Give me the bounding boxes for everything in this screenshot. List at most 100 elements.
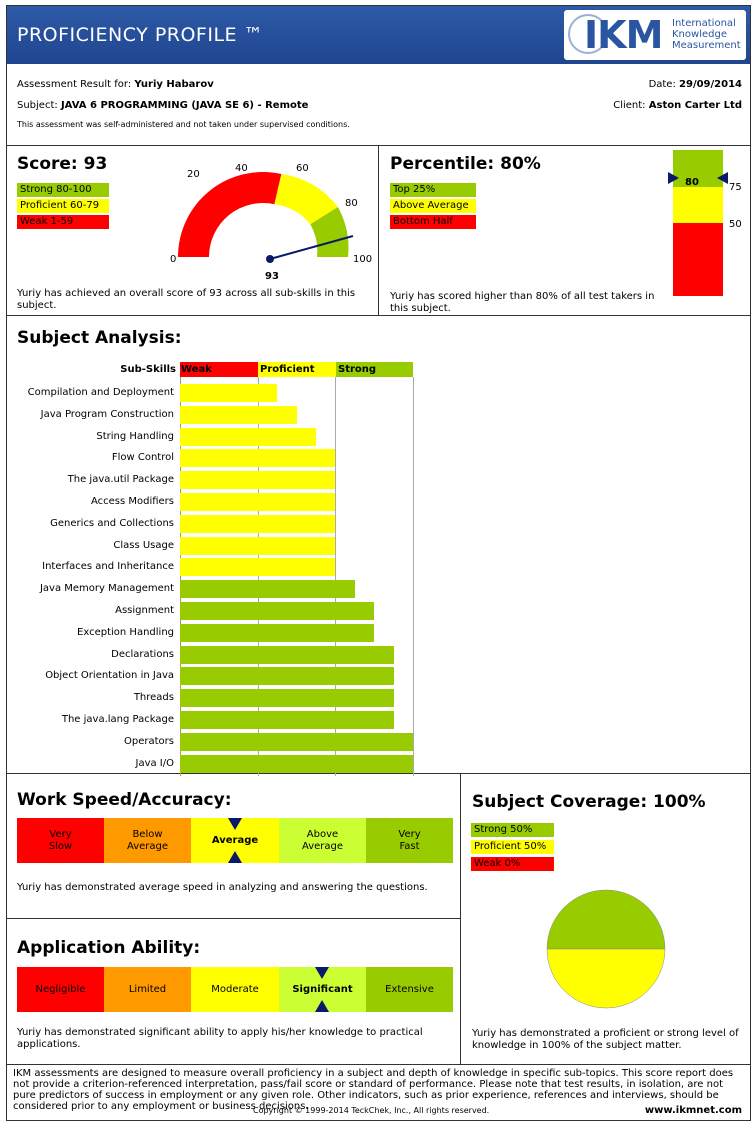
subskill-bar [180, 667, 394, 686]
speed-very-fast: Very Fast [366, 818, 453, 863]
speed-title: Work Speed/Accuracy: [17, 790, 232, 810]
band-proficient-header: Proficient [258, 362, 336, 377]
subskill-bar [180, 427, 316, 446]
subskill-label: Assignment [115, 605, 174, 616]
coverage-legend-strong: Strong 50% [471, 823, 554, 837]
band-gridline [335, 377, 336, 777]
score-text: Yuriy has achieved an overall score of 9… [17, 288, 356, 311]
subskill-bar [180, 754, 413, 773]
logo-mark: IKM [584, 13, 663, 57]
candidate-name: Yuriy Habarov [134, 79, 214, 90]
subskill-label: Java I/O [135, 757, 175, 769]
subskill-bar [180, 732, 413, 751]
gauge-tick-60: 60 [296, 163, 309, 174]
subskill-bar [180, 602, 374, 620]
subskill-bar [180, 471, 335, 490]
gauge-proficient-band [274, 174, 338, 225]
speed-scale: Very Slow Below Average Average Above Av… [17, 818, 453, 863]
candidate-line: Assessment Result for: Yuriy Habarov [17, 79, 214, 90]
band-weak-header: Weak [180, 362, 258, 377]
subskill-label: Class Usage [113, 539, 174, 551]
coverage-text: Yuriy has demonstrated a proficient or s… [472, 1028, 739, 1051]
coverage-pie [546, 889, 666, 1009]
gauge-tick-80: 80 [345, 198, 358, 209]
subskill-label: Interfaces and Inheritance [42, 561, 174, 573]
band-gridline [258, 377, 259, 777]
coverage-legend-proficient: Proficient 50% [471, 840, 554, 854]
gauge-tick-100: 100 [353, 254, 372, 265]
percentile-title: Percentile: 80% [390, 154, 541, 174]
client-name: Aston Carter Ltd [648, 100, 742, 111]
assessment-info: Assessment Result for: Yuriy Habarov Dat… [7, 64, 750, 146]
band-strong-header: Strong [336, 362, 413, 377]
subject-line: Subject: JAVA 6 PROGRAMMING (JAVA SE 6) … [17, 100, 309, 111]
subskill-bar [180, 449, 335, 468]
gauge-tick-40: 40 [235, 163, 248, 174]
assessment-date: 29/09/2014 [679, 79, 742, 90]
copyright: Copyright © 1999-2014 TeckChek, Inc., Al… [253, 1106, 490, 1115]
subskill-label: Flow Control [111, 452, 174, 464]
percentile-text: Yuriy has scored higher than 80% of all … [390, 291, 655, 314]
subject-analysis-chart: Sub-Skills Weak Proficient Strong Compil… [7, 356, 750, 777]
score-legend-proficient: Proficient 60-79 [17, 199, 109, 213]
proficiency-report: PROFICIENCY PROFILE ™ IKM International … [6, 5, 751, 1121]
percentile-bottom-band [673, 223, 723, 296]
subskill-label: String Handling [96, 430, 174, 442]
percentile-marker-right-icon [717, 172, 728, 184]
percentile-legend-above: Above Average [390, 199, 476, 213]
percentile-above-band [673, 187, 723, 223]
percentile-marker-left-icon [668, 172, 679, 184]
subskill-label: Access Modifiers [90, 496, 174, 507]
subskill-label: Java Memory Management [39, 583, 174, 595]
date-line: Date: 29/09/2014 [648, 79, 742, 90]
band-gridline [413, 377, 414, 777]
subskill-label: Object Orientation in Java [45, 670, 174, 682]
gauge-needle [269, 235, 354, 260]
coverage-slice-strong [546, 889, 666, 950]
supervision-note: This assessment was self-administered an… [17, 120, 350, 129]
speed-very-slow: Very Slow [17, 818, 104, 863]
speed-marker-bottom-icon [228, 851, 242, 863]
band-gridline [180, 377, 181, 777]
ability-text: Yuriy has demonstrated significant abili… [17, 1027, 423, 1050]
gauge-value: 93 [265, 271, 279, 281]
percentile-scale-50: 50 [729, 219, 742, 230]
report-header: PROFICIENCY PROFILE ™ IKM International … [7, 6, 750, 64]
subskill-bar [180, 405, 297, 424]
subskill-label: Declarations [111, 648, 174, 660]
disclaimer: IKM assessments are designed to measure … [13, 1068, 734, 1112]
subject-analysis-title: Subject Analysis: [17, 328, 182, 348]
subskill-bar [180, 558, 335, 577]
subskill-bar [180, 580, 355, 599]
ability-extensive: Extensive [366, 967, 453, 1012]
subskill-bar [180, 623, 374, 642]
gauge-tick-0: 0 [170, 254, 176, 265]
score-gauge: 0 20 40 60 80 100 93 [170, 163, 372, 281]
ability-moderate: Moderate [191, 967, 279, 1012]
subskill-bar [180, 514, 335, 533]
ability-negligible: Negligible [17, 967, 104, 1012]
speed-above-average: Above Average [279, 818, 366, 863]
percentile-top-band [673, 150, 723, 187]
percentile-legend-top: Top 25% [390, 183, 476, 197]
subject-analysis: Subject Analysis: Sub-Skills Weak Profic… [7, 316, 750, 777]
globe-icon [568, 14, 608, 54]
subskill-bar [180, 384, 277, 402]
subskill-label: Threads [133, 692, 174, 704]
subskill-label: Exception Handling [77, 626, 174, 638]
ability-marker-top-icon [315, 967, 329, 979]
gauge-weak-band [178, 171, 282, 257]
subskill-label: Operators [124, 735, 174, 747]
subskill-label: The java.lang Package [61, 714, 174, 725]
subskill-bar [180, 645, 394, 664]
bottom-section: Work Speed/Accuracy: Very Slow Below Ave… [7, 774, 750, 1065]
website-link[interactable]: www.ikmnet.com [644, 1105, 742, 1116]
client-line: Client: Aston Carter Ltd [613, 100, 742, 111]
speed-below-average: Below Average [104, 818, 191, 863]
gauge-tick-20: 20 [187, 169, 200, 180]
subskill-label: Java Program Construction [40, 408, 174, 420]
percentile-scale-75: 75 [729, 182, 742, 193]
subskill-bar [180, 689, 394, 708]
subskill-label: The java.util Package [67, 474, 174, 486]
subject-name: JAVA 6 PROGRAMMING (JAVA SE 6) - Remote [60, 100, 309, 111]
